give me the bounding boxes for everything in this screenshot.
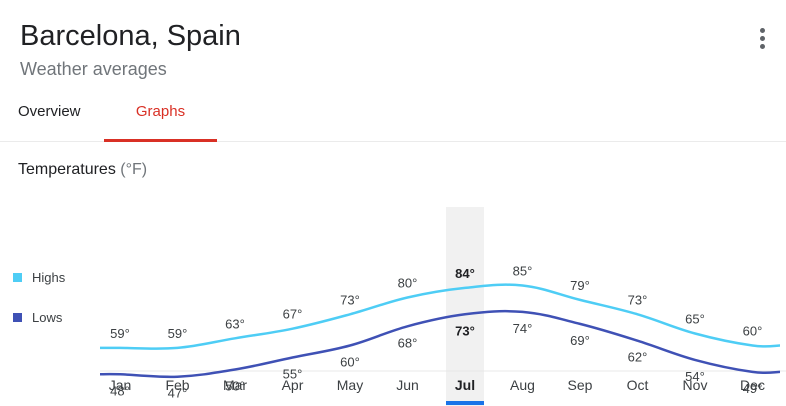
low-value-label-nov: 54°: [685, 369, 705, 384]
temperature-chart[interactable]: 59° 48°Jan 59° 47°Feb 63° 50°Mar 67° 55°Apr 73° 6…: [0, 150, 786, 406]
tab-graphs[interactable]: Graphs: [104, 88, 217, 142]
high-value-label-sep: 79°: [570, 278, 590, 293]
page-subtitle: Weather averages: [20, 59, 167, 79]
high-value-label-jul: 84°: [455, 266, 475, 281]
legend-lows-swatch: [13, 313, 22, 322]
high-value-label-feb: 59°: [168, 326, 188, 341]
month-label-feb[interactable]: Feb: [165, 377, 189, 393]
month-label-jan[interactable]: Jan: [109, 377, 132, 393]
low-value-label-aug: 74°: [513, 321, 533, 336]
low-value-label-jul: 73°: [455, 323, 475, 338]
month-label-mar[interactable]: Mar: [223, 377, 247, 393]
legend-highs: Highs: [13, 270, 65, 285]
legend-highs-swatch: [13, 273, 22, 282]
month-label-oct[interactable]: Oct: [627, 377, 649, 393]
high-value-label-mar: 63°: [225, 316, 245, 331]
month-label-jul[interactable]: Jul: [455, 377, 475, 393]
selected-month-highlight: [446, 207, 484, 406]
high-value-label-dec: 60°: [743, 324, 763, 339]
low-value-label-apr: 55°: [283, 367, 303, 382]
low-value-label-dec: 49°: [743, 381, 763, 396]
high-value-label-apr: 67°: [283, 307, 303, 322]
high-value-label-oct: 73°: [628, 292, 648, 307]
low-value-label-jan: 48°: [110, 383, 130, 398]
low-value-label-feb: 47°: [168, 386, 188, 401]
tab-overview-label: Overview: [18, 103, 81, 120]
month-label-sep[interactable]: Sep: [568, 377, 593, 393]
section-unit: (°F): [120, 161, 148, 178]
month-label-apr[interactable]: Apr: [282, 377, 304, 393]
high-value-label-aug: 85°: [513, 264, 533, 279]
tab-bar: Overview Graphs: [0, 88, 786, 142]
high-value-label-nov: 65°: [685, 312, 705, 327]
section-title-text: Temperatures: [18, 161, 116, 178]
legend-highs-label: Highs: [32, 270, 66, 285]
high-value-label-jun: 80°: [398, 276, 418, 291]
section-title: Temperatures (°F): [18, 161, 147, 179]
legend-lows-label: Lows: [32, 310, 63, 325]
low-value-label-oct: 62°: [628, 350, 648, 365]
month-label-dec[interactable]: Dec: [740, 377, 765, 393]
selected-month-indicator: [446, 401, 484, 405]
tab-overview[interactable]: Overview: [0, 88, 104, 141]
month-label-aug[interactable]: Aug: [510, 377, 535, 393]
low-value-label-mar: 50°: [225, 379, 245, 394]
page-title: Barcelona, Spain: [20, 20, 241, 52]
high-value-label-jan: 59°: [110, 326, 130, 341]
high-value-label-may: 73°: [340, 292, 360, 307]
low-value-label-sep: 69°: [570, 333, 590, 348]
month-label-nov[interactable]: Nov: [683, 377, 708, 393]
highs-series-line: [99, 283, 781, 350]
more-options-icon[interactable]: [752, 26, 772, 52]
month-label-may[interactable]: May: [337, 377, 363, 393]
tab-graphs-label: Graphs: [135, 103, 186, 120]
lows-series-line: [99, 309, 781, 379]
low-value-label-jun: 68°: [398, 335, 418, 350]
month-label-jun[interactable]: Jun: [396, 377, 419, 393]
active-tab-indicator: [104, 139, 217, 142]
legend-lows: Lows: [13, 310, 62, 325]
low-value-label-may: 60°: [340, 355, 360, 370]
